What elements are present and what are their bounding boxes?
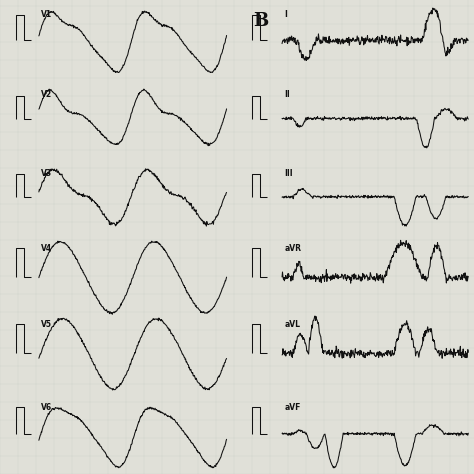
Text: III: III: [284, 169, 293, 178]
Text: V6: V6: [41, 402, 52, 411]
Text: B: B: [254, 12, 269, 30]
Text: aVF: aVF: [284, 402, 301, 411]
Text: II: II: [284, 91, 290, 100]
Text: V3: V3: [41, 169, 52, 178]
Text: V4: V4: [41, 244, 52, 253]
Text: V2: V2: [41, 91, 52, 100]
Text: aVL: aVL: [284, 320, 301, 329]
Text: V1: V1: [41, 10, 52, 19]
Text: V5: V5: [41, 320, 52, 329]
Text: aVR: aVR: [284, 244, 301, 253]
Text: I: I: [284, 10, 287, 19]
